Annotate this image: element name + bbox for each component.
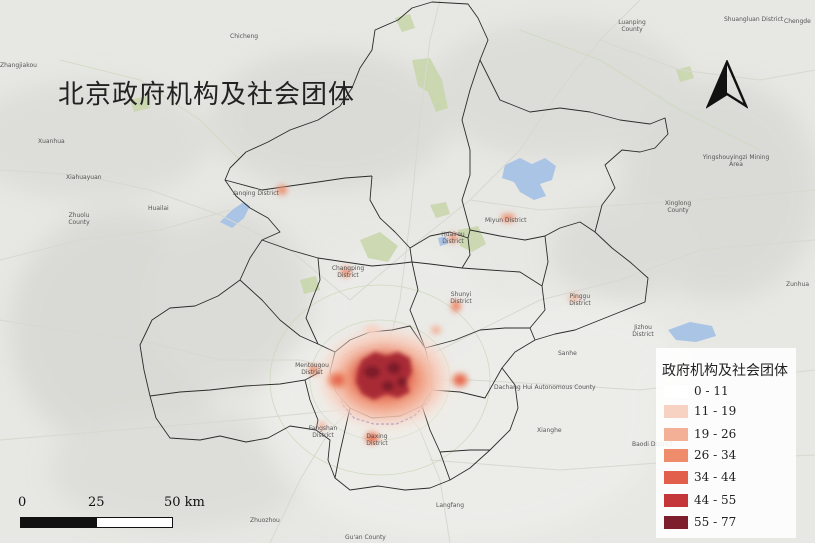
scale-bar-graphic xyxy=(20,517,173,528)
legend-label: 55 - 77 xyxy=(694,515,737,529)
pinggu-boundary xyxy=(529,235,549,341)
place-label: Zunhua xyxy=(786,281,809,288)
scale-label: 25 xyxy=(88,495,105,510)
changping-north xyxy=(369,175,413,263)
map-title: 北京政府机构及社会团体 xyxy=(58,80,356,110)
place-label: Xinglong County xyxy=(664,200,692,214)
yuqiao-reservoir xyxy=(668,322,716,342)
fangshan-east xyxy=(304,379,319,431)
place-label: Langfang xyxy=(436,502,465,509)
legend-item: 34 - 44 xyxy=(664,470,784,487)
legend-label: 0 - 11 xyxy=(694,384,729,398)
place-label: Daxing District xyxy=(366,433,388,447)
forest-patches xyxy=(130,14,694,294)
legend-item: 19 - 26 xyxy=(664,427,784,444)
place-label: Xuanhua xyxy=(38,138,65,145)
place-label: Baodi District xyxy=(632,441,673,448)
legend-label: 26 - 34 xyxy=(694,448,737,462)
huairou-miyun xyxy=(461,59,481,239)
mentougou-north xyxy=(239,279,336,353)
place-label: Jizhou District xyxy=(632,324,654,338)
place-label: Sanhe xyxy=(558,350,577,357)
roads-minor xyxy=(59,29,761,476)
place-label: Fangshan District xyxy=(308,425,338,439)
place-label: Huailai xyxy=(148,205,169,212)
terrain-shading xyxy=(0,20,815,530)
place-label: Shuangluan District xyxy=(724,16,784,23)
place-label: Shunyi District xyxy=(450,291,472,305)
water-bodies xyxy=(220,158,716,342)
legend-swatch xyxy=(664,471,688,484)
legend-label: 11 - 19 xyxy=(694,404,737,418)
legend-title: 政府机构及社会团体 xyxy=(662,363,788,379)
place-label: Changping District xyxy=(331,265,365,279)
tongzhou-south xyxy=(439,449,490,453)
legend: 政府机构及社会团体 0 - 11 11 - 19 19 - 26 26 - 34… xyxy=(656,348,796,538)
legend-swatch xyxy=(664,428,688,441)
scale-label: 50 km xyxy=(164,495,205,510)
daxing-east xyxy=(421,405,451,481)
scale-label: 0 xyxy=(18,495,27,510)
place-label: Miyun District xyxy=(485,217,527,224)
place-label: Yingshouyingzi Mining Area xyxy=(702,154,770,168)
place-label: Yanqing District xyxy=(232,190,279,197)
district-boundaries xyxy=(139,1,669,491)
shunyi-south xyxy=(424,327,530,349)
haidian-west xyxy=(305,257,321,345)
place-label: Chengde xyxy=(784,18,811,25)
guanting-reservoir xyxy=(220,202,250,228)
legend-label: 19 - 26 xyxy=(694,427,737,441)
yanqing-boundary xyxy=(224,175,373,191)
legend-item: 11 - 19 xyxy=(664,404,784,421)
north-arrow-icon xyxy=(706,60,748,109)
legend-item: 0 - 11 xyxy=(664,384,784,401)
legend-swatch xyxy=(664,385,688,398)
place-label: Zhangjiakou xyxy=(0,62,37,69)
miyun-reservoir xyxy=(502,158,556,200)
chaoyang-shunyi xyxy=(409,261,426,349)
legend-swatch xyxy=(664,494,688,507)
place-label: Huairou District xyxy=(441,231,465,245)
shunyi-north xyxy=(411,261,543,287)
legend-item: 26 - 34 xyxy=(664,448,784,465)
legend-swatch xyxy=(664,405,688,418)
place-label: Gu'an County xyxy=(345,534,386,541)
legend-swatch xyxy=(664,449,688,462)
place-label: Pinggu District xyxy=(569,293,591,307)
place-label: Zhuolu County xyxy=(68,212,90,226)
place-label: Dachang Hui Autonomous County xyxy=(494,384,596,391)
daxing-west xyxy=(334,407,351,479)
heatmap-layer xyxy=(277,185,579,444)
scale-bar: 0 25 50 km xyxy=(18,495,278,533)
place-label: Xianghe xyxy=(537,427,562,434)
place-label: Mentougou District xyxy=(295,362,329,376)
huairou-boundary xyxy=(409,231,471,269)
changping-south xyxy=(261,239,413,267)
legend-swatch xyxy=(664,516,688,529)
legend-item: 55 - 77 xyxy=(664,515,784,532)
legend-label: 34 - 44 xyxy=(694,470,737,484)
place-label: Chicheng xyxy=(230,33,259,40)
legend-label: 44 - 55 xyxy=(694,493,737,507)
tongzhou-north xyxy=(431,367,503,399)
legend-item: 44 - 55 xyxy=(664,493,784,510)
place-label: Luanping County xyxy=(618,19,646,33)
place-label: Zhuozhou xyxy=(250,517,280,524)
place-label: Xiahuayuan xyxy=(66,174,102,181)
